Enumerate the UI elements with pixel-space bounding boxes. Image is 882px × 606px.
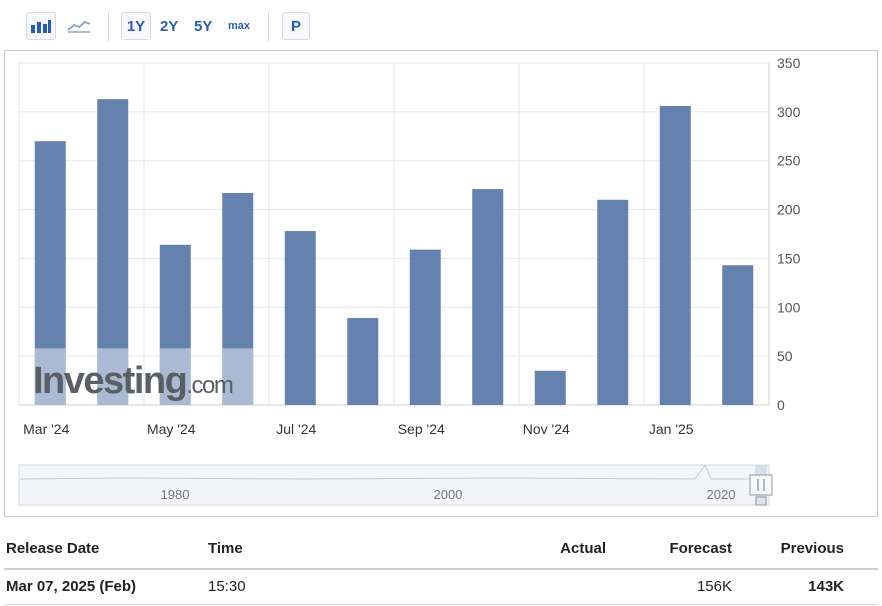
range-5y-label: 5Y [194, 17, 213, 35]
range-max-button[interactable]: max [228, 12, 250, 40]
navigator-series-line [19, 463, 769, 480]
bar-nov-24[interactable] [534, 370, 566, 405]
y-tick-label: 100 [777, 299, 801, 315]
p-label: P [290, 17, 301, 35]
release-table: Release Date Time Actual Forecast Previo… [0, 532, 882, 605]
line-chart-icon [67, 20, 91, 33]
watermark-brand: Investing.com [33, 360, 233, 402]
bar-dec-24[interactable] [597, 199, 629, 405]
y-tick-label: 350 [777, 55, 801, 71]
watermark-overlay [34, 348, 66, 405]
cell-forecast: 156K [696, 578, 732, 595]
x-tick-label: Jul '24 [276, 421, 316, 437]
table-row: Mar 07, 2025 (Feb) 15:30 156K 143K [0, 570, 882, 604]
chart-grid [18, 62, 770, 406]
bar-chart: Investing.com 0 50 100 150 200 250 300 350 Mar … [18, 55, 801, 506]
navigator-track [18, 464, 770, 506]
bar-oct-24[interactable] [472, 189, 504, 405]
toolbar-divider [268, 12, 269, 42]
x-tick-label: Jan '25 [649, 421, 694, 437]
chart-bars [34, 99, 754, 405]
table-divider [4, 604, 878, 605]
bar-mar-24[interactable] [34, 141, 66, 405]
y-axis: 0 50 100 150 200 250 300 350 [777, 55, 801, 413]
bar-apr-24[interactable] [97, 99, 129, 405]
y-tick-label: 50 [777, 348, 793, 364]
range-2y-label: 2Y [160, 17, 179, 35]
watermark-overlay [97, 348, 129, 405]
bar-jan-25[interactable] [659, 105, 691, 405]
x-tick-label: Mar '24 [23, 421, 69, 437]
cell-previous: 143K [808, 578, 844, 595]
range-5y-button[interactable]: 5Y [194, 12, 212, 40]
toolbar-divider [108, 12, 109, 42]
x-tick-label: Nov '24 [523, 421, 570, 437]
range-navigator[interactable]: 1980 2000 2020 [18, 463, 773, 506]
bar-chart-icon [31, 20, 51, 33]
watermark-brand-text: Investing [33, 360, 186, 402]
watermark-suffix-text: .com [186, 372, 233, 399]
range-2y-button[interactable]: 2Y [160, 12, 178, 40]
chart-frame: Investing.com 0 50 100 150 200 250 300 350 Mar … [4, 50, 878, 517]
y-tick-label: 250 [777, 153, 801, 169]
cell-release-date: Mar 07, 2025 (Feb) [6, 578, 137, 595]
bar-aug-24[interactable] [347, 318, 379, 405]
navigator-label: 2000 [434, 487, 463, 502]
p-button[interactable]: P [282, 12, 310, 40]
bar-feb-25[interactable] [722, 265, 754, 405]
range-max-label: max [228, 20, 251, 32]
header-release-date: Release Date [6, 540, 100, 557]
header-forecast: Forecast [669, 540, 732, 557]
line-chart-button[interactable] [64, 12, 94, 40]
y-tick-label: 300 [777, 104, 801, 120]
bar-jul-24[interactable] [284, 231, 316, 405]
navigator-label: 1980 [161, 487, 190, 502]
x-tick-label: May '24 [147, 421, 196, 437]
watermark-overlay [159, 348, 191, 405]
range-1y-button[interactable]: 1Y [121, 12, 151, 40]
bar-jun-24[interactable] [222, 192, 254, 405]
x-axis: Mar '24 May '24 Jul '24 Sep '24 Nov '24 Jan '… [23, 421, 694, 437]
navigator-label: 2020 [707, 487, 736, 502]
range-1y-label: 1Y [126, 17, 146, 35]
table-divider [4, 568, 878, 570]
table-header-row: Release Date Time Actual Forecast Previo… [0, 532, 882, 566]
y-tick-label: 0 [777, 397, 785, 413]
header-time: Time [208, 540, 243, 557]
y-tick-label: 200 [777, 202, 801, 218]
x-tick-label: Sep '24 [398, 421, 445, 437]
cell-time: 15:30 [208, 578, 246, 595]
bar-may-24[interactable] [159, 244, 191, 405]
header-previous: Previous [780, 540, 844, 557]
bar-chart-button[interactable] [26, 12, 56, 40]
bar-sep-24[interactable] [409, 249, 441, 405]
watermark-overlay [222, 348, 254, 405]
navigator-handle[interactable] [749, 474, 773, 506]
chart-toolbar: 1Y 2Y 5Y max P [0, 0, 882, 50]
y-tick-label: 150 [777, 250, 801, 266]
investing-watermark: Investing.com [33, 348, 254, 405]
header-actual: Actual [560, 540, 606, 557]
